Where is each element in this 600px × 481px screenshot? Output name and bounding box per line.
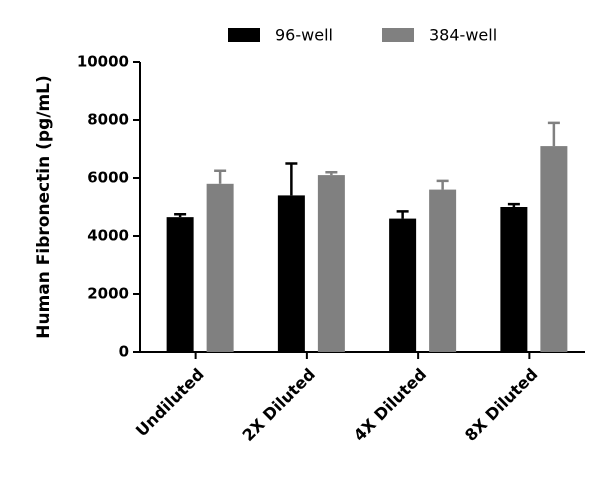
legend-label: 96-well — [275, 26, 333, 45]
bar — [166, 217, 194, 352]
x-tick-label: 8X Diluted — [461, 365, 541, 445]
error-bar — [436, 179, 449, 190]
y-axis-label: Human Fibronectin (pg/mL) — [34, 75, 54, 339]
legend-swatch — [228, 28, 260, 42]
bar — [500, 207, 528, 352]
bar — [540, 146, 568, 352]
bar — [277, 195, 305, 352]
error-bar — [325, 170, 338, 176]
y-tick-label: 8000 — [87, 111, 129, 129]
error-bar — [174, 213, 187, 218]
error-bar — [214, 169, 227, 184]
error-bar — [507, 202, 520, 207]
y-tick-label: 6000 — [87, 169, 129, 187]
error-bar — [547, 121, 560, 147]
legend-swatch — [382, 28, 414, 42]
legend-label: 384-well — [429, 26, 497, 45]
x-tick-label: 4X Diluted — [350, 365, 430, 445]
error-bar — [285, 162, 298, 196]
bar — [389, 218, 417, 352]
bar — [317, 175, 345, 352]
y-tick-label: 0 — [119, 343, 129, 361]
bar — [429, 189, 457, 352]
error-bar — [396, 210, 409, 219]
x-tick-label: Undiluted — [132, 365, 208, 441]
x-tick-label: 2X Diluted — [239, 365, 319, 445]
y-tick-label: 2000 — [87, 285, 129, 303]
bar — [206, 183, 234, 352]
y-tick-label: 10000 — [77, 53, 129, 71]
y-tick-label: 4000 — [87, 227, 129, 245]
